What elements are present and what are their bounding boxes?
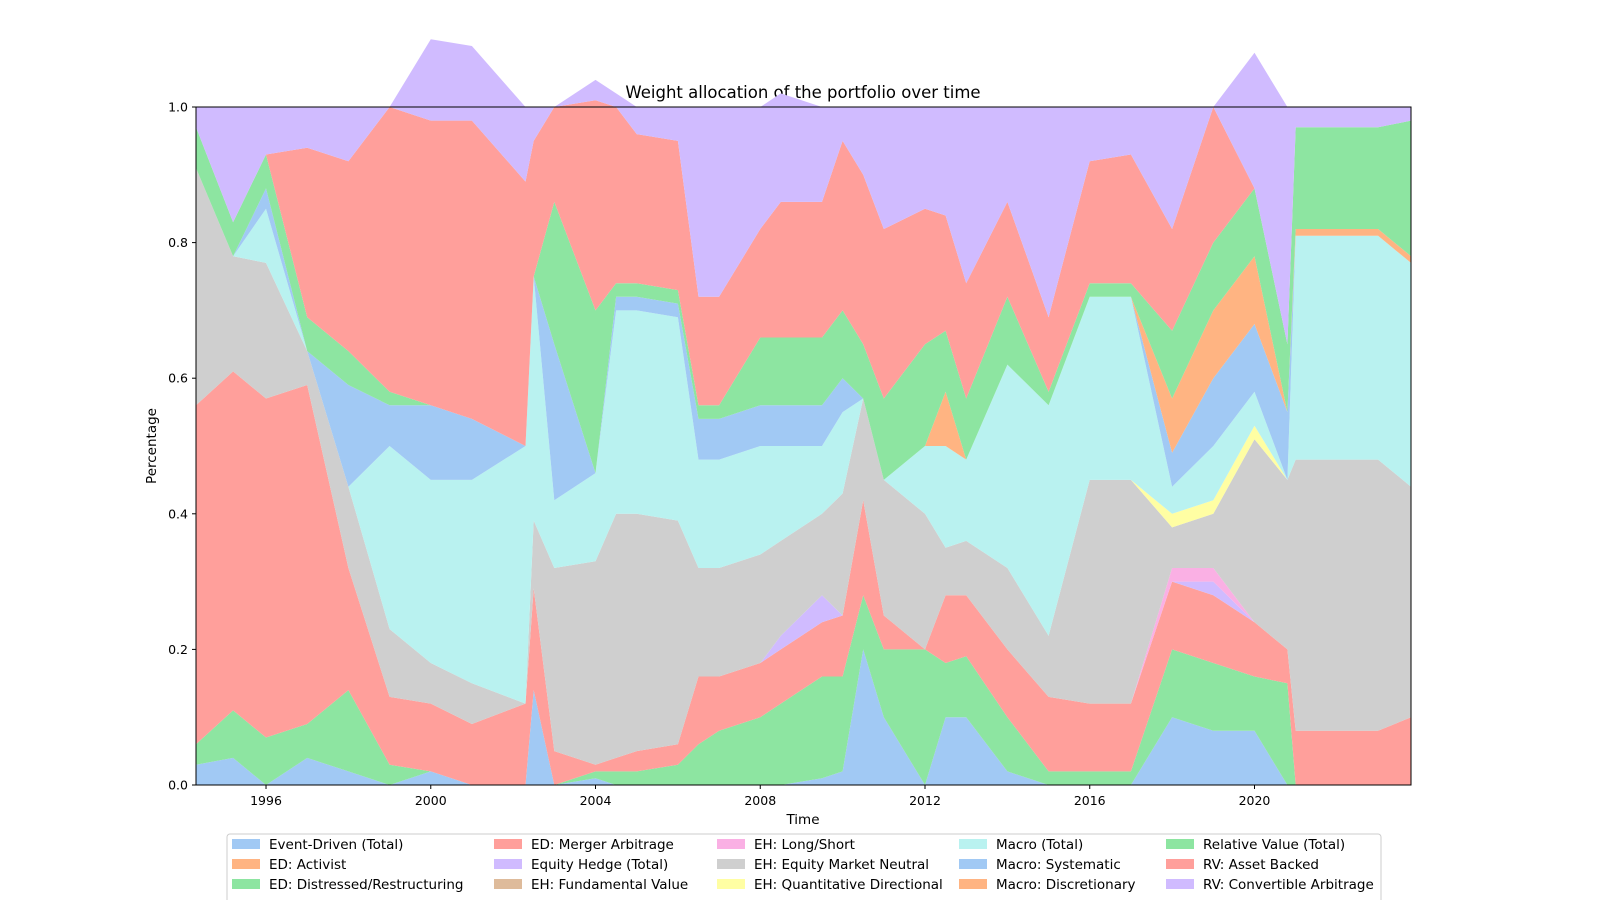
legend-swatch-eh-fundamental-value xyxy=(494,879,522,889)
legend-swatch-macro-discretionary xyxy=(959,879,987,889)
area-eh-equity-market-neutral xyxy=(196,168,1411,765)
x-tick-label: 2008 xyxy=(744,793,776,808)
legend-swatch-ed-distressed-restructuring xyxy=(232,879,260,889)
plot-frame xyxy=(195,106,1412,786)
legend-label-ed-merger-arbitrage: ED: Merger Arbitrage xyxy=(531,837,674,853)
y-tick-label: 0.8 xyxy=(168,235,188,250)
legend-label-equity-hedge-total: Equity Hedge (Total) xyxy=(531,857,668,873)
x-tick-label: 1996 xyxy=(250,793,282,808)
x-tick-label: 2016 xyxy=(1074,793,1106,808)
legend-label-eh-equity-market-neutral: EH: Equity Market Neutral xyxy=(754,857,929,873)
legend-swatch-rv-asset-backed xyxy=(1166,859,1194,869)
area-event-driven-total xyxy=(196,649,1411,785)
y-tick-label: 1.0 xyxy=(168,100,188,115)
x-axis-label: Time xyxy=(785,812,819,828)
legend-label-rv-convertible-arbitrage: RV: Convertible Arbitrage xyxy=(1203,877,1374,893)
x-tick-label: 2020 xyxy=(1239,793,1271,808)
x-axis: 1996 2000 2004 2008 2012 2016 2020 xyxy=(250,785,1270,808)
x-tick-label: 2012 xyxy=(909,793,941,808)
legend-swatch-event-driven-total xyxy=(232,839,260,849)
y-tick-label: 0.0 xyxy=(168,778,188,793)
legend-swatch-eh-equity-market-neutral xyxy=(717,859,745,869)
legend-swatch-ed-merger-arbitrage xyxy=(494,839,522,849)
legend-swatch-equity-hedge-total xyxy=(494,859,522,869)
y-tick-label: 0.6 xyxy=(168,371,188,386)
legend-label-event-driven-total: Event-Driven (Total) xyxy=(269,837,403,853)
legend: Event-Driven (Total) ED: Activist ED: Dist… xyxy=(226,833,1382,900)
legend-swatch-ed-activist xyxy=(232,859,260,869)
y-axis: 0.0 0.2 0.4 0.6 0.8 1.0 xyxy=(168,100,196,793)
legend-label-macro-total: Macro (Total) xyxy=(996,837,1083,853)
area-rv-asset-backed xyxy=(196,100,1411,446)
legend-label-eh-fundamental-value: EH: Fundamental Value xyxy=(531,877,688,893)
plot-area xyxy=(196,39,1411,785)
legend-label-macro-discretionary: Macro: Discretionary xyxy=(996,877,1136,893)
legend-swatch-rv-convertible-arbitrage xyxy=(1166,879,1194,889)
legend-label-rv-asset-backed: RV: Asset Backed xyxy=(1203,857,1319,873)
area-macro-systematic xyxy=(196,168,1411,501)
legend-swatch-macro-systematic xyxy=(959,859,987,869)
area-macro-total xyxy=(196,168,1411,704)
legend-label-macro-systematic: Macro: Systematic xyxy=(996,857,1121,873)
chart-title: Weight allocation of the portfolio over … xyxy=(625,83,980,102)
x-tick-label: 2004 xyxy=(580,793,612,808)
area-rv-convertible-arbitrage xyxy=(196,39,1411,345)
legend-swatch-relative-value-total xyxy=(1166,839,1194,849)
y-axis-label: Percentage xyxy=(144,408,160,484)
legend-label-ed-activist: ED: Activist xyxy=(269,857,346,873)
legend-swatch-eh-long-short xyxy=(717,839,745,849)
legend-swatch-eh-quantitative-directional xyxy=(717,879,745,889)
y-tick-label: 0.2 xyxy=(168,642,188,657)
legend-label-eh-quantitative-directional: EH: Quantitative Directional xyxy=(754,877,943,893)
y-tick-label: 0.4 xyxy=(168,506,188,521)
area-ed-distressed-restructuring xyxy=(196,595,1411,785)
legend-label-eh-long-short: EH: Long/Short xyxy=(754,837,855,853)
legend-swatch-macro-total xyxy=(959,839,987,849)
legend-label-relative-value-total: Relative Value (Total) xyxy=(1203,837,1345,853)
legend-label-ed-distressed-restructuring: ED: Distressed/Restructuring xyxy=(269,877,464,893)
x-tick-label: 2000 xyxy=(415,793,447,808)
